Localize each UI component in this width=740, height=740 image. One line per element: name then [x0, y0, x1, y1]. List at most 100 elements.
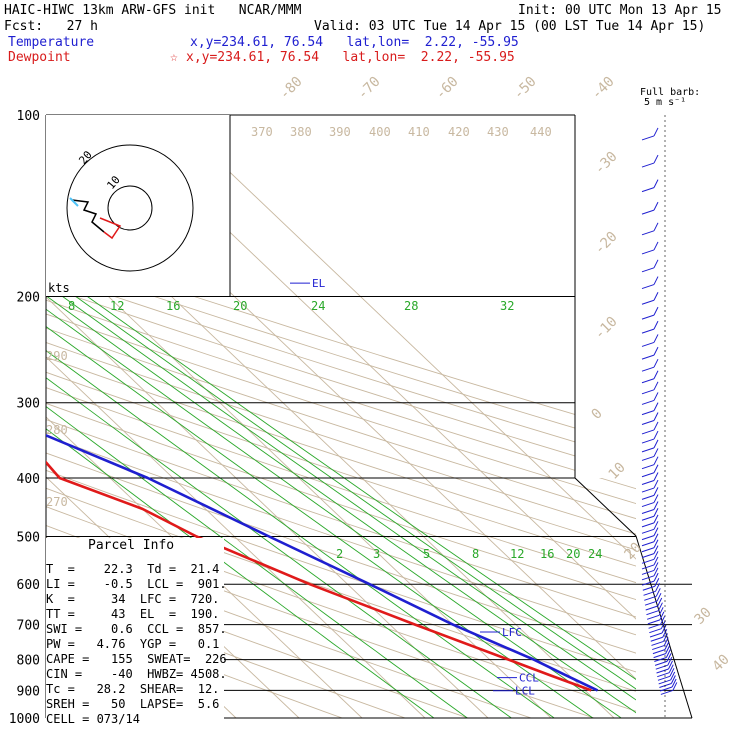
wind-barb [652, 649, 666, 655]
wind-barb [644, 595, 657, 601]
wind-barb [641, 464, 655, 470]
wind-barb [653, 179, 659, 188]
dry-adiabat-line [46, 115, 636, 718]
mixing-ratio-label: 32 [500, 299, 514, 313]
wind-barb [653, 533, 659, 542]
wind-barb [652, 645, 665, 651]
wind-barb [657, 672, 670, 678]
wind-barb [653, 494, 659, 503]
temperature-location: x,y=234.61, 76.54 lat,lon= 2.22, -55.95 [190, 35, 519, 50]
pressure-axis-labels: 100 200 300 400 500 600 700 800 900 1000 [9, 109, 40, 727]
pressure-tick-label: 600 [17, 578, 40, 593]
wind-barb [654, 578, 660, 587]
wind-barb [658, 679, 671, 685]
theta-label: 420 [448, 125, 470, 139]
wind-barb [653, 259, 659, 269]
wind-barb [649, 632, 663, 638]
dewpoint-legend: Dewpoint [8, 50, 71, 65]
hodograph-trace [99, 217, 122, 240]
theta-label: 380 [290, 125, 312, 139]
wind-barb [653, 567, 659, 577]
forecast-hour: Fcst: 27 h [4, 19, 98, 34]
isotherm-label: -70 [355, 74, 384, 103]
isotherm-label: 10 [606, 460, 629, 483]
mixing-ratio-label: 24 [311, 299, 325, 313]
wind-barb [641, 564, 655, 570]
right-boundary-line [574, 115, 693, 719]
wind-barb [641, 515, 655, 521]
wind-barb [660, 689, 673, 695]
mixing-ratio-label: 8 [472, 547, 479, 561]
mixing-ratio-label: 20 [233, 299, 247, 313]
dry-adiabat-line [46, 115, 636, 718]
wind-barb [641, 480, 655, 485]
dry-adiabat-line [46, 115, 469, 718]
pressure-tick-label: 800 [17, 654, 40, 669]
pressure-tick-label: 200 [17, 291, 40, 306]
level-marker-label: CCL [519, 672, 539, 685]
mixing-ratio-label: 16 [166, 299, 180, 313]
dry-adiabat-line [46, 115, 636, 718]
wind-barb [653, 430, 659, 440]
dry-adiabat-line [46, 115, 636, 718]
theta-label: 290 [46, 349, 68, 363]
wind-barb [653, 222, 659, 232]
wind-barb [653, 154, 659, 164]
wind-barb [641, 494, 655, 500]
wind-barb [641, 230, 655, 236]
wind-barb [651, 640, 664, 646]
isotherm-line [46, 115, 489, 718]
wind-barb [653, 562, 659, 571]
wind-barb [653, 479, 659, 489]
parcel-info-panel: Parcel Info T = 22.3 Td = 21.4 LI = -0.5… [46, 538, 227, 730]
wind-barb [653, 501, 659, 510]
isotherm-label: -10 [592, 314, 621, 343]
wind-barb [663, 633, 668, 642]
wind-barb [641, 249, 655, 255]
wind-barb-column: Full barb:5 m s⁻¹ [640, 87, 700, 718]
level-marker-label: LFC [502, 626, 522, 639]
isotherm-label: -80 [277, 74, 306, 103]
wind-barb [648, 623, 661, 629]
mixing-ratio-label: 16 [540, 547, 554, 561]
hodograph-trace [69, 197, 79, 207]
wind-barb [641, 455, 655, 461]
wind-barb [641, 378, 655, 384]
wind-barb [657, 597, 663, 607]
wind-barb [664, 641, 670, 650]
wind-barb [641, 209, 655, 215]
theta-label: 390 [329, 125, 351, 139]
mixing-ratio-label: 12 [510, 547, 524, 561]
wind-barb [643, 590, 656, 596]
parcel-row: K = 34 LFC = 720. [46, 592, 220, 606]
wind-barb [653, 539, 659, 548]
pressure-tick-label: 900 [17, 684, 40, 699]
wind-barb [641, 569, 655, 575]
wind-barb [668, 660, 673, 670]
pressure-tick-label: 700 [17, 619, 40, 634]
isotherm-label: 20 [622, 540, 645, 563]
wind-barb [653, 381, 659, 391]
mixing-ratio-label: 12 [110, 299, 124, 313]
pressure-tick-label: 400 [17, 472, 40, 487]
dry-adiabat-line [46, 115, 343, 718]
wind-barb [641, 580, 655, 586]
wind-barb [672, 682, 678, 691]
wind-barb [641, 535, 655, 541]
wind-barb [653, 370, 659, 379]
wind-barb [655, 588, 661, 597]
dry-adiabat-line [46, 115, 636, 718]
wind-barb [665, 645, 671, 654]
wind-barb [653, 545, 659, 554]
wind-barb [670, 671, 676, 681]
wind-barb [641, 389, 655, 395]
pressure-tick-label: 100 [17, 109, 40, 124]
wind-barb [653, 201, 659, 211]
isotherm-line [169, 115, 636, 718]
dewpoint-location: x,y=234.61, 76.54 lat,lon= 2.22, -55.95 [186, 50, 515, 65]
wind-barb [653, 402, 659, 411]
sounding-traces [46, 115, 599, 692]
isotherm-label: 0 [589, 406, 606, 423]
